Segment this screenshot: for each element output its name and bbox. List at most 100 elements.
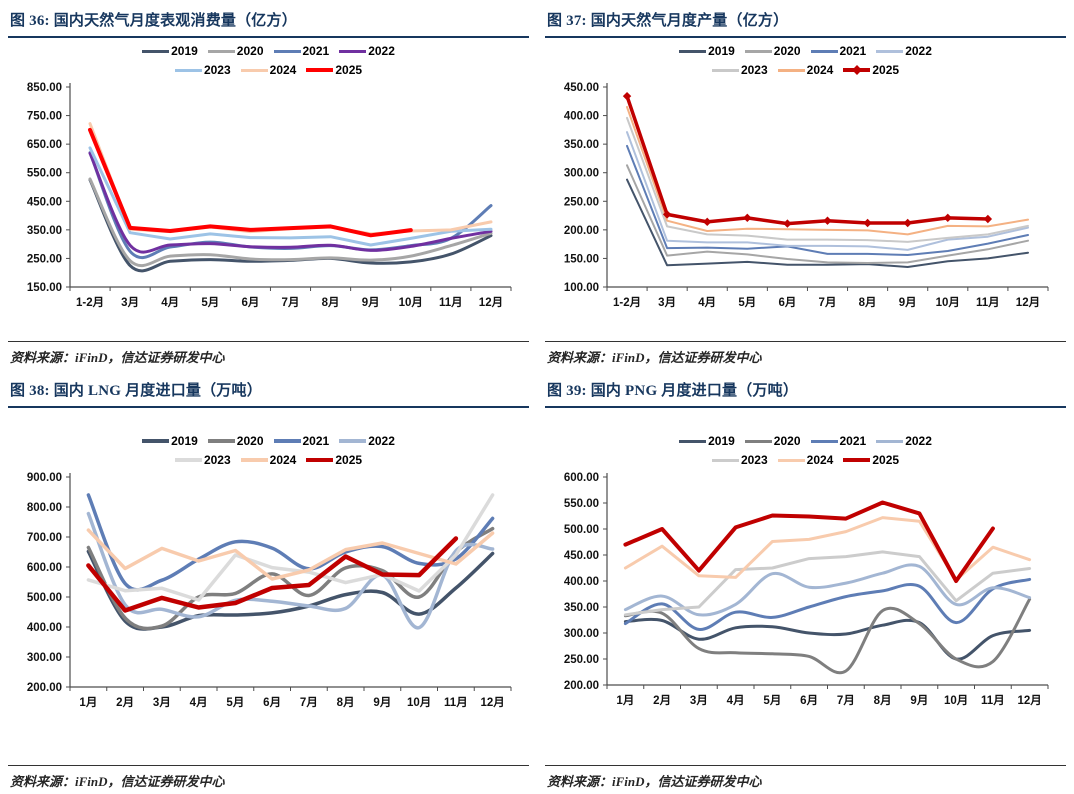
line-chart-svg: 100.00 150.00 200.00 250.00 300.00 350.00 400.… (564, 82, 1049, 309)
legend-row: 2019 2020 2021 2022 (674, 44, 937, 58)
y-tick-label: 650.00 (27, 139, 62, 151)
series-line-2024 (86, 528, 495, 581)
series-line-2024 (623, 516, 1032, 582)
legend-label: 2021 (302, 434, 330, 448)
x-tick-label: 6月 (263, 696, 281, 709)
series-line-2023 (86, 493, 495, 602)
series-line-2021 (623, 577, 1032, 631)
x-tick-label: 9月 (373, 696, 391, 709)
x-tick-label: 4月 (727, 694, 745, 707)
y-tick-label: 400.00 (564, 576, 599, 588)
legend-line-swatch-icon (777, 68, 805, 72)
x-tick-label: 12月 (1017, 694, 1041, 707)
legend-row: 2019 2020 2021 2022 (137, 44, 400, 58)
legend-item-2019: 2019 (679, 44, 735, 58)
figure-37-title: 图 37: 国内天然气月度产量（亿方） (545, 6, 1066, 38)
series-line-2023 (626, 116, 1029, 243)
x-tick-label: 10月 (407, 696, 431, 709)
legend-item-2023: 2023 (711, 453, 768, 467)
x-tick-label: 4月 (698, 296, 716, 309)
legend-item-2024: 2024 (777, 63, 833, 77)
legend-item-2022: 2022 (339, 434, 395, 448)
y-tick-label: 300.00 (564, 168, 599, 180)
figure-38-source: 资料来源：iFinD，信达证券研发中心 (8, 765, 529, 790)
legend-label: 2024 (269, 63, 297, 77)
x-tick-label: 3月 (121, 296, 139, 309)
legend-line-swatch-icon (843, 458, 871, 462)
figure-panel-39: 图 39: 国内 PNG 月度进口量（万吨） 2019 2020 2021 2022 2… (537, 370, 1074, 794)
legend-line-swatch-icon (339, 49, 367, 53)
legend-line-swatch-icon (273, 49, 301, 53)
series-line-2025 (623, 500, 995, 583)
legend-item-2020: 2020 (207, 44, 264, 58)
legend-label: 2025 (335, 453, 363, 467)
x-tick-label: 8月 (337, 696, 355, 709)
legend-label: 2019 (171, 44, 198, 58)
series-line-2023 (88, 146, 493, 247)
legend-item-2025: 2025 (306, 453, 362, 467)
legend-label: 2024 (269, 453, 297, 467)
figure-panel-38: 图 38: 国内 LNG 月度进口量（万吨） 2019 2020 2021 2022 2… (0, 370, 537, 794)
figure-38-legend: 2019 2020 2021 2022 2023 2024 2025 (8, 434, 529, 467)
y-tick-label: 200.00 (564, 225, 599, 237)
legend-line-swatch-icon (174, 458, 202, 462)
y-tick-label: 350.00 (27, 225, 62, 237)
figure-37-chart: 100.00 150.00 200.00 250.00 300.00 350.00 400.… (545, 79, 1066, 319)
x-tick-label: 10月 (944, 694, 968, 707)
legend-line-swatch-icon (339, 439, 367, 443)
legend-label: 2023 (740, 453, 768, 467)
legend-label: 2021 (839, 44, 867, 58)
y-tick-label: 400.00 (564, 111, 599, 123)
legend-row: 2019 2020 2021 2022 (674, 434, 937, 448)
legend-label: 2022 (368, 434, 395, 448)
legend-item-2023: 2023 (174, 63, 231, 77)
legend-item-2024: 2024 (777, 453, 833, 467)
legend-line-swatch-icon (810, 49, 838, 53)
legend-item-2019: 2019 (679, 434, 735, 448)
legend-item-2021: 2021 (810, 44, 867, 58)
legend-label: 2021 (839, 434, 867, 448)
y-tick-label: 450.00 (27, 196, 62, 208)
legend-label: 2020 (773, 434, 801, 448)
legend-line-swatch-icon (777, 458, 805, 462)
y-tick-label: 250.00 (564, 196, 599, 208)
legend-label: 2021 (302, 44, 330, 58)
y-tick-label: 200.00 (564, 680, 599, 692)
figure-39-source: 资料来源：iFinD，信达证券研发中心 (545, 765, 1066, 790)
legend-line-swatch-icon (273, 439, 301, 443)
legend-item-2020: 2020 (744, 434, 801, 448)
diamond-marker-icon (622, 91, 632, 101)
series-line-2024 (88, 122, 493, 236)
legend-row: 2023 2024 2025 (707, 453, 904, 467)
line-chart-svg: 200.00 250.00 300.00 350.00 400.00 450.00 500.… (564, 472, 1049, 707)
diamond-marker-icon (863, 218, 872, 228)
figure-38-chart: 200.00 300.00 400.00 500.00 600.00 700.00 800.… (8, 469, 529, 721)
legend-line-swatch-icon (876, 439, 904, 443)
legend-line-swatch-icon (207, 49, 235, 53)
x-tick-label: 11月 (981, 694, 1005, 707)
x-tick-label: 6月 (800, 694, 818, 707)
legend-label: 2019 (708, 44, 735, 58)
legend-label: 2023 (203, 453, 231, 467)
figure-panel-37: 图 37: 国内天然气月度产量（亿方） 2019 2020 2021 2022 2023… (537, 0, 1074, 370)
diamond-marker-icon (943, 213, 952, 223)
y-tick-label: 150.00 (27, 282, 62, 294)
series-line-2022 (623, 563, 1032, 617)
series-line-2024 (626, 106, 1029, 236)
x-tick-label: 8月 (859, 296, 877, 309)
legend-label: 2023 (740, 63, 768, 77)
y-tick-label: 100.00 (564, 282, 599, 294)
legend-line-swatch-icon (876, 49, 904, 53)
x-tick-label: 5月 (226, 696, 244, 709)
legend-item-2021: 2021 (273, 434, 330, 448)
x-tick-label: 1-2月 (613, 296, 641, 309)
figure-39-title: 图 39: 国内 PNG 月度进口量（万吨） (545, 376, 1066, 408)
legend-line-swatch-icon (679, 439, 707, 443)
y-tick-label: 700.00 (27, 532, 62, 544)
legend-line-swatch-icon (711, 458, 739, 462)
diamond-marker-icon (983, 214, 993, 224)
legend-label: 2020 (236, 44, 264, 58)
legend-item-2019: 2019 (142, 44, 198, 58)
legend-item-2022: 2022 (876, 434, 932, 448)
